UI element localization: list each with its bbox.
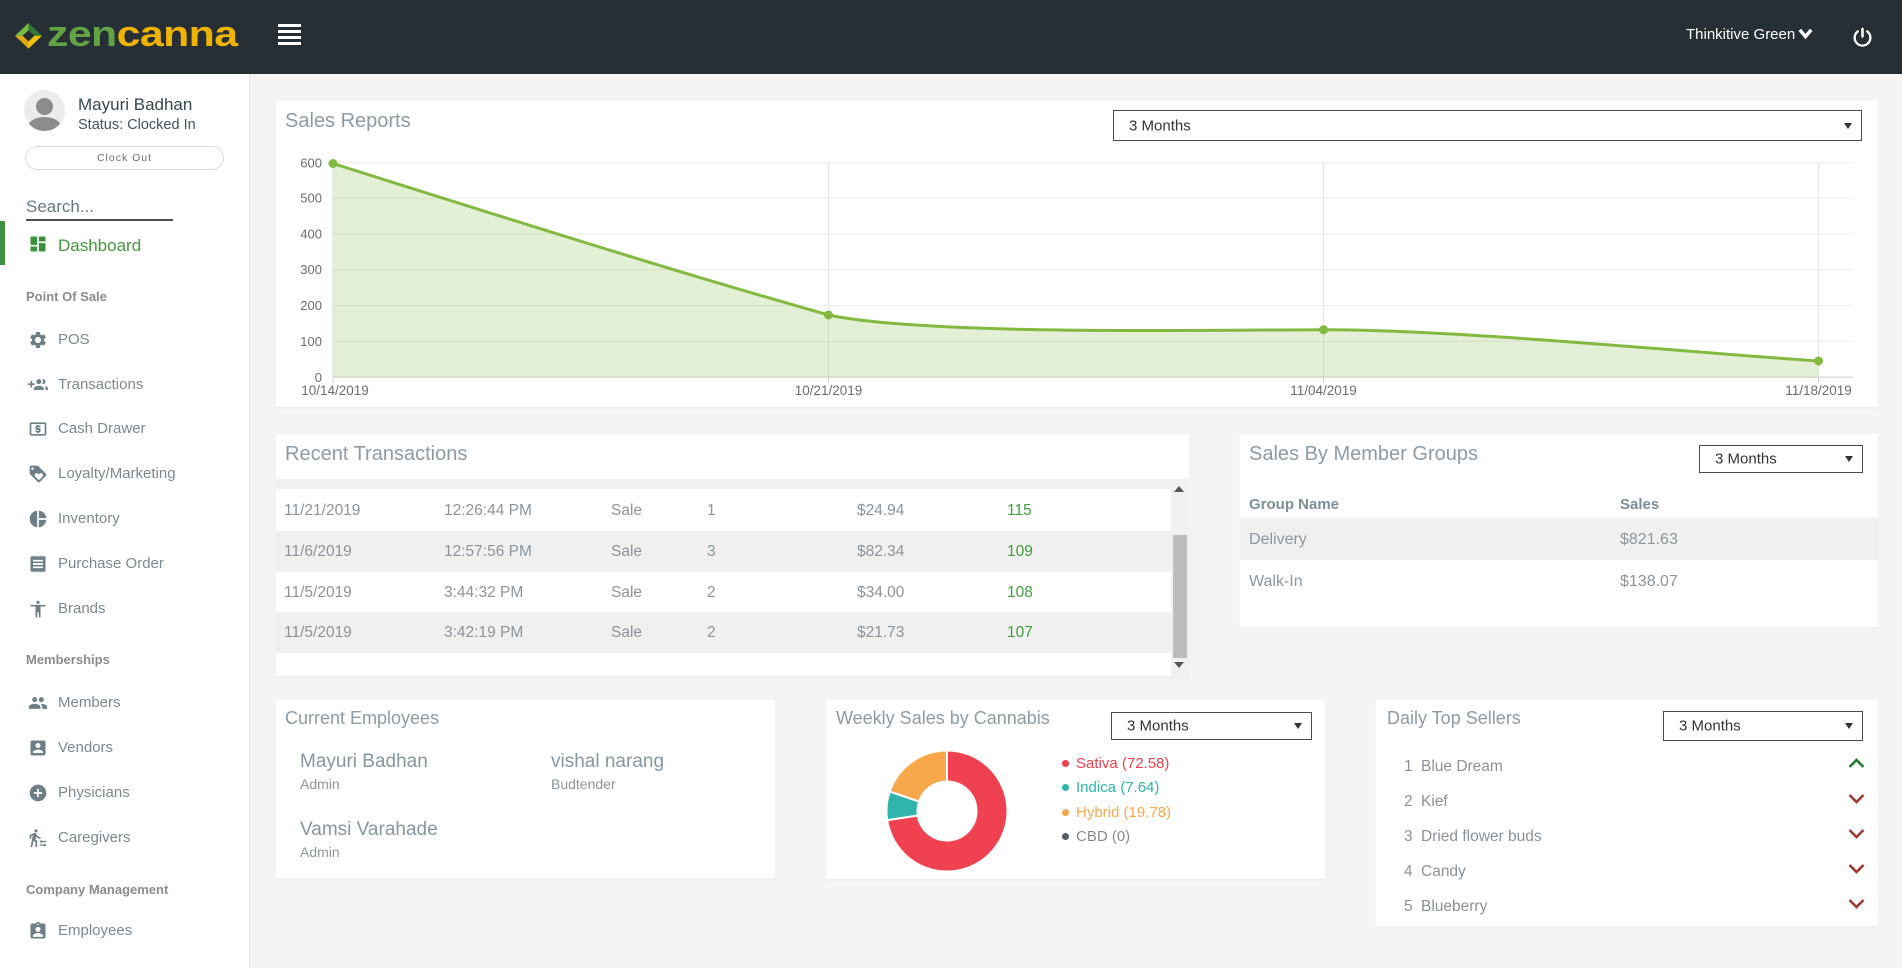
svg-text:100: 100 <box>300 334 322 349</box>
svg-text:10/21/2019: 10/21/2019 <box>795 383 863 398</box>
svg-text:10/14/2019: 10/14/2019 <box>301 383 369 398</box>
svg-text:0: 0 <box>315 370 322 385</box>
svg-text:200: 200 <box>300 298 322 313</box>
svg-text:11/04/2019: 11/04/2019 <box>1290 383 1357 398</box>
svg-text:600: 600 <box>300 155 322 170</box>
svg-text:11/18/2019: 11/18/2019 <box>1785 383 1852 398</box>
svg-text:400: 400 <box>300 226 322 241</box>
svg-text:500: 500 <box>300 191 322 206</box>
svg-text:300: 300 <box>300 262 322 277</box>
